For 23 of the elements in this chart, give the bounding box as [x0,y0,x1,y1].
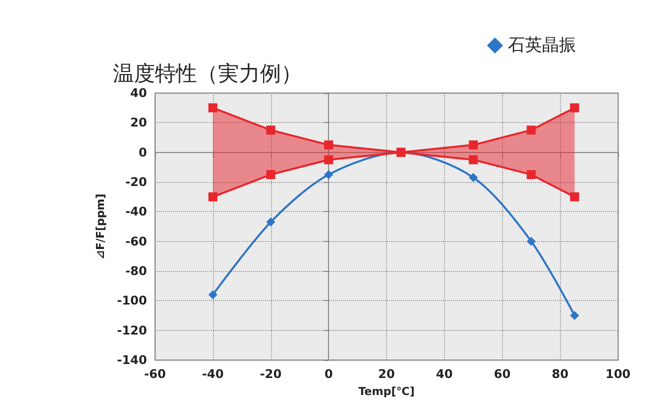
x-tick-label: 80 [552,367,568,381]
y-tick-label: 40 [130,86,147,100]
y-tick-label: -40 [125,204,147,219]
y-tick-label: 0 [138,145,147,160]
x-tick-label: -20 [260,367,282,381]
y-axis-title: ⊿F/F[ppm] [94,194,108,260]
chart-title: 温度特性（実力例） [113,62,302,86]
y-tick-label: 20 [130,116,147,130]
x-tick-label: 20 [378,367,395,381]
y-tick-label: -100 [116,294,147,308]
x-tick-label: 100 [605,367,631,381]
x-tick-label: 40 [436,367,453,381]
x-tick-label: 60 [494,367,511,381]
y-tick-label: -80 [125,264,147,278]
y-tick-label: -140 [116,353,147,367]
y-tick-label: -20 [125,175,147,189]
x-tick-label: 0 [324,367,333,381]
y-tick-label: -60 [125,234,147,248]
x-tick-label: -40 [202,367,224,381]
y-tick-label: -120 [116,323,147,338]
x-axis-title: Temp[℃] [358,385,415,398]
x-tick-label: -60 [144,367,166,381]
legend-label: 石英晶振 [508,36,576,56]
